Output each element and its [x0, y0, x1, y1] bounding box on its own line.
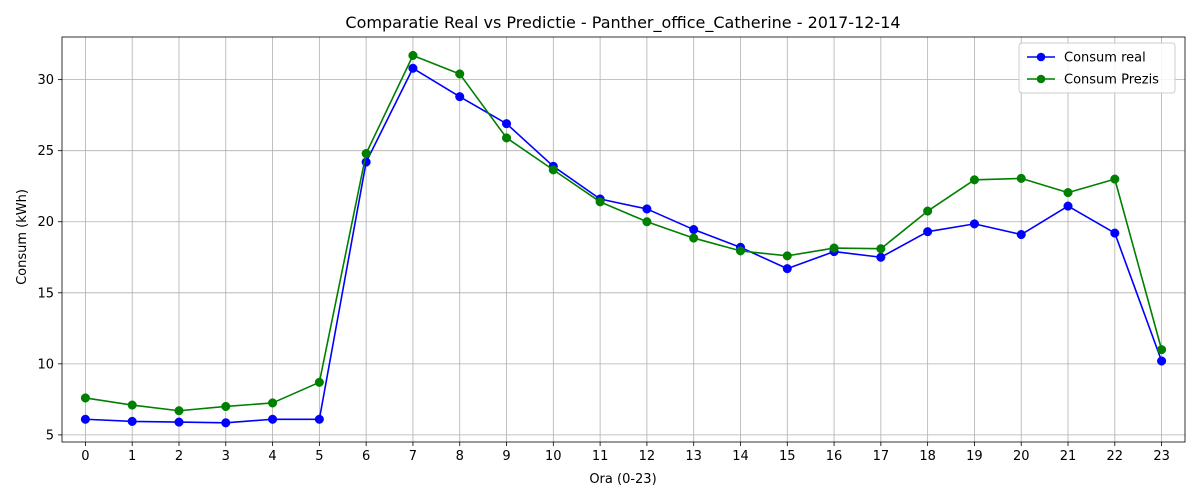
data-point	[1110, 174, 1120, 184]
data-point	[1063, 188, 1073, 198]
data-point	[361, 148, 371, 159]
data-point	[408, 63, 418, 73]
x-tick-label: 16	[826, 449, 843, 464]
legend: Consum real Consum Prezis	[1018, 42, 1176, 94]
data-point	[1157, 356, 1167, 366]
x-tick-label: 11	[592, 449, 609, 464]
series-2	[80, 50, 1167, 416]
y-tick-label: 30	[37, 73, 54, 88]
data-point	[969, 175, 979, 185]
data-point	[548, 165, 558, 175]
y-tick-label: 5	[46, 428, 54, 443]
x-tick-label: 10	[545, 449, 562, 464]
data-point	[595, 197, 605, 207]
x-tick-label: 20	[1013, 449, 1030, 464]
x-tick-label: 5	[315, 449, 323, 464]
x-tick-label: 17	[873, 449, 890, 464]
legend-item: Consum real	[1027, 51, 1146, 66]
data-point	[221, 418, 231, 428]
x-tick-label: 18	[919, 449, 936, 464]
data-point	[501, 119, 512, 129]
x-tick-label: 22	[1107, 449, 1124, 464]
y-tick-label: 25	[37, 144, 54, 159]
data-point	[735, 246, 746, 256]
data-point	[1016, 229, 1026, 240]
legend-box	[1018, 42, 1176, 94]
data-point	[689, 233, 699, 243]
data-point	[455, 92, 465, 102]
x-tick-label: 15	[779, 449, 796, 464]
plot-border	[61, 36, 1186, 443]
data-point	[221, 401, 231, 412]
data-point	[80, 393, 90, 403]
series-line	[85, 67, 1163, 424]
y-tick-label: 20	[37, 215, 54, 230]
data-point	[501, 133, 512, 143]
x-tick-label: 8	[456, 449, 464, 464]
x-tick-label: 7	[409, 449, 417, 464]
data-point	[782, 264, 792, 274]
x-tick-label: 21	[1060, 449, 1077, 464]
grid	[62, 37, 1185, 442]
y-tick-label: 10	[37, 357, 54, 372]
x-tick-label: 4	[268, 449, 276, 464]
data-point	[1157, 345, 1167, 355]
data-point	[1016, 173, 1026, 183]
series-line	[85, 54, 1163, 412]
axis-ticks: 0 1 2 3 4 5 6 7 8 9 10 11 12 13 14 15 16 17 18 19 20 21 22 2351…	[37, 73, 1169, 464]
x-tick-label: 19	[966, 449, 983, 464]
x-tick-label: 14	[732, 449, 749, 464]
data-point	[174, 417, 184, 427]
data-point	[876, 252, 886, 262]
data-point	[689, 225, 699, 235]
data-point	[782, 251, 792, 261]
data-point	[80, 414, 90, 424]
data-point	[642, 217, 652, 227]
legend-label: Consum real	[1064, 51, 1146, 66]
legend-marker	[1036, 74, 1046, 84]
data-point	[923, 206, 933, 216]
data-point	[268, 414, 278, 424]
series-layer	[80, 50, 1167, 428]
data-point	[829, 243, 839, 253]
x-tick-label: 23	[1153, 449, 1170, 464]
data-point	[923, 227, 933, 237]
data-point	[455, 69, 465, 79]
x-tick-label: 12	[639, 449, 656, 464]
x-tick-label: 6	[362, 449, 370, 464]
legend-marker	[1036, 52, 1046, 62]
data-point	[642, 204, 652, 214]
data-point	[127, 416, 137, 426]
x-tick-label: 9	[502, 449, 510, 464]
x-tick-label: 3	[222, 449, 230, 464]
x-axis-title: Ora (0-23)	[589, 472, 656, 487]
x-tick-label: 0	[81, 449, 89, 464]
y-tick-label: 15	[37, 286, 54, 301]
data-point	[876, 244, 886, 254]
legend-label: Consum Prezis	[1064, 73, 1159, 88]
legend-item: Consum Prezis	[1027, 73, 1159, 88]
data-point	[314, 377, 324, 387]
data-point	[1063, 201, 1073, 211]
data-point	[408, 50, 418, 61]
x-tick-label: 1	[128, 449, 136, 464]
data-point	[969, 219, 979, 229]
plot-frame	[61, 36, 1186, 443]
chart-title: Comparatie Real vs Predictie - Panther_o…	[345, 13, 900, 33]
data-point	[268, 398, 278, 408]
x-tick-label: 13	[685, 449, 702, 464]
series-1	[80, 63, 1167, 428]
x-tick-label: 2	[175, 449, 183, 464]
y-axis-title: Consum (kWh)	[15, 189, 30, 285]
data-point	[174, 406, 184, 416]
data-point	[314, 414, 324, 424]
data-point	[1110, 228, 1120, 238]
data-point	[127, 400, 137, 410]
